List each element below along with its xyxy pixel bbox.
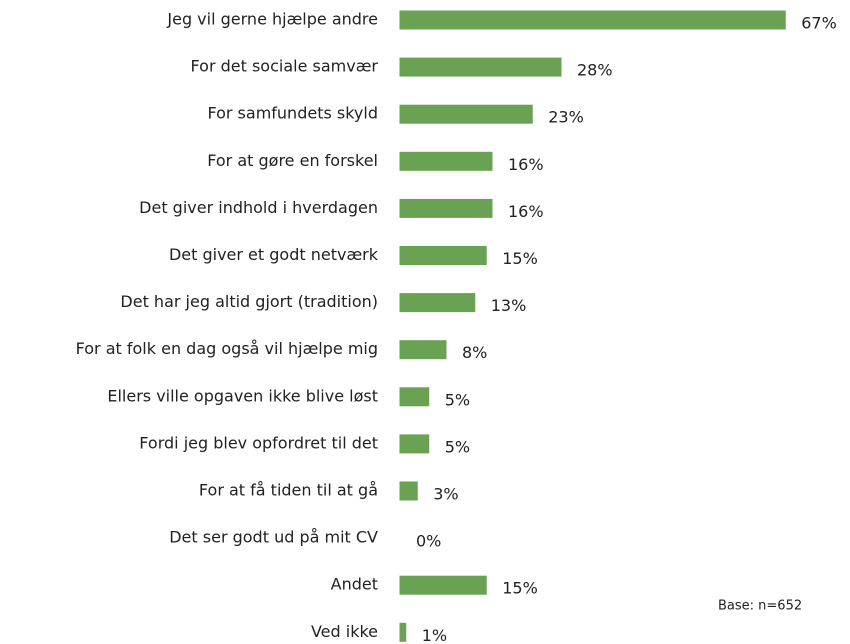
bar <box>399 481 418 501</box>
value-label: 67% <box>801 14 837 33</box>
bar <box>399 575 487 595</box>
bar <box>399 104 533 124</box>
value-label: 5% <box>445 390 470 409</box>
value-label: 3% <box>433 485 458 504</box>
category-label: For at få tiden til at gå <box>199 481 378 500</box>
bar <box>399 387 430 407</box>
value-label: 28% <box>577 61 613 80</box>
bar <box>399 151 493 171</box>
value-label: 8% <box>462 343 487 362</box>
category-label: Ved ikke <box>311 622 378 641</box>
bar <box>399 198 493 218</box>
value-label: 15% <box>502 579 538 598</box>
value-label: 15% <box>502 249 538 268</box>
value-label: 16% <box>508 202 544 221</box>
base-note: Base: n=652 <box>718 599 802 614</box>
value-label: 1% <box>422 626 447 644</box>
category-label: For at gøre en forskel <box>207 151 378 170</box>
category-label: Det giver indhold i hverdagen <box>139 198 378 217</box>
category-label: Det ser godt ud på mit CV <box>169 528 378 547</box>
category-label: Det giver et godt netværk <box>169 245 379 264</box>
category-label: Jeg vil gerne hjælpe andre <box>166 10 378 29</box>
value-label: 13% <box>491 296 527 315</box>
category-label: Ellers ville opgaven ikke blive løst <box>107 386 378 405</box>
value-label: 0% <box>416 532 441 551</box>
bar <box>399 340 447 360</box>
value-label: 5% <box>445 437 470 456</box>
category-label: Fordi jeg blev opfordret til det <box>139 433 378 452</box>
value-label: 16% <box>508 155 544 174</box>
bar <box>399 434 430 454</box>
bar <box>399 10 786 30</box>
bar <box>399 57 562 77</box>
category-label: Andet <box>331 575 378 594</box>
category-label: For det sociale samvær <box>191 57 379 76</box>
category-label: For samfundets skyld <box>207 104 378 123</box>
bar <box>399 246 487 265</box>
category-label: For at folk en dag også vil hjælpe mig <box>76 339 378 358</box>
bar <box>399 293 476 313</box>
category-label: Det har jeg altid gjort (tradition) <box>120 292 378 311</box>
value-label: 23% <box>548 108 584 127</box>
bar <box>399 622 407 642</box>
